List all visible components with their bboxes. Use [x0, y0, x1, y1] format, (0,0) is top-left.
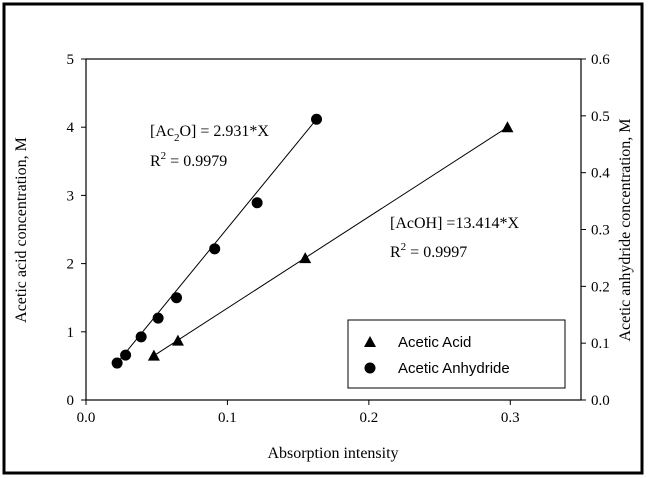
legend-marker: [364, 336, 376, 347]
point: [152, 312, 164, 324]
y-tick-label: 2: [67, 257, 75, 273]
y-axis-label: Acetic acid concentration, M: [13, 137, 30, 323]
fit-line: [116, 118, 317, 364]
fit-line: [153, 126, 508, 357]
y-tick-label: 0: [67, 393, 75, 409]
point: [171, 292, 183, 304]
y2-axis-label: Acetic anhydride concentration, M: [617, 118, 634, 341]
annotation-text: R: [150, 153, 161, 170]
y-tick-label: 5: [67, 52, 75, 68]
annotation-superscript: 2: [161, 150, 167, 162]
point: [251, 197, 263, 209]
point: [120, 349, 132, 361]
x-tick-label: 0.1: [218, 410, 237, 426]
annotation-text: [Ac: [150, 123, 174, 140]
annotation-text: O] = 2.931*X: [179, 123, 269, 140]
y2-tick-label: 0.4: [591, 166, 610, 182]
annotation-superscript: 2: [401, 241, 407, 253]
y2-tick-label: 0.6: [591, 52, 610, 68]
annotation-subscript: 2: [174, 132, 180, 144]
point: [299, 252, 312, 264]
annotation-text: = 0.9997: [406, 244, 467, 261]
x-axis-label: Absorption intensity: [267, 445, 398, 462]
annotation: R2 = 0.9997: [390, 241, 467, 261]
point: [501, 121, 514, 133]
y2-tick-label: 0.3: [591, 223, 610, 239]
y-tick-label: 3: [67, 188, 75, 204]
annotation: [Ac2O] = 2.931*X: [150, 123, 269, 144]
legend-label: Acetic Acid: [398, 334, 471, 351]
y-tick-label: 1: [67, 325, 75, 341]
point: [171, 334, 184, 346]
annotation: [AcOH] =13.414*X: [390, 215, 519, 232]
y2-tick-label: 0.1: [591, 336, 610, 352]
y-tick-label: 4: [67, 120, 75, 136]
y2-tick-label: 0.2: [591, 279, 610, 295]
x-tick-label: 0.2: [359, 410, 378, 426]
legend-box: [347, 319, 566, 389]
point: [147, 349, 160, 361]
annotation: R2 = 0.9979: [150, 150, 227, 170]
annotation-text: = 0.9979: [166, 153, 227, 170]
y2-tick-label: 0.0: [591, 393, 610, 409]
annotation-text: R: [390, 244, 401, 261]
annotation-text: [AcOH] =13.414*X: [390, 215, 519, 232]
point: [311, 113, 323, 125]
point: [111, 357, 123, 369]
x-tick-label: 0.3: [501, 410, 520, 426]
point: [135, 331, 147, 343]
legend-label: Acetic Anhydride: [398, 360, 510, 377]
legend-marker: [364, 362, 376, 374]
y2-tick-label: 0.5: [591, 109, 610, 125]
point: [209, 243, 221, 255]
x-tick-label: 0.0: [77, 410, 96, 426]
